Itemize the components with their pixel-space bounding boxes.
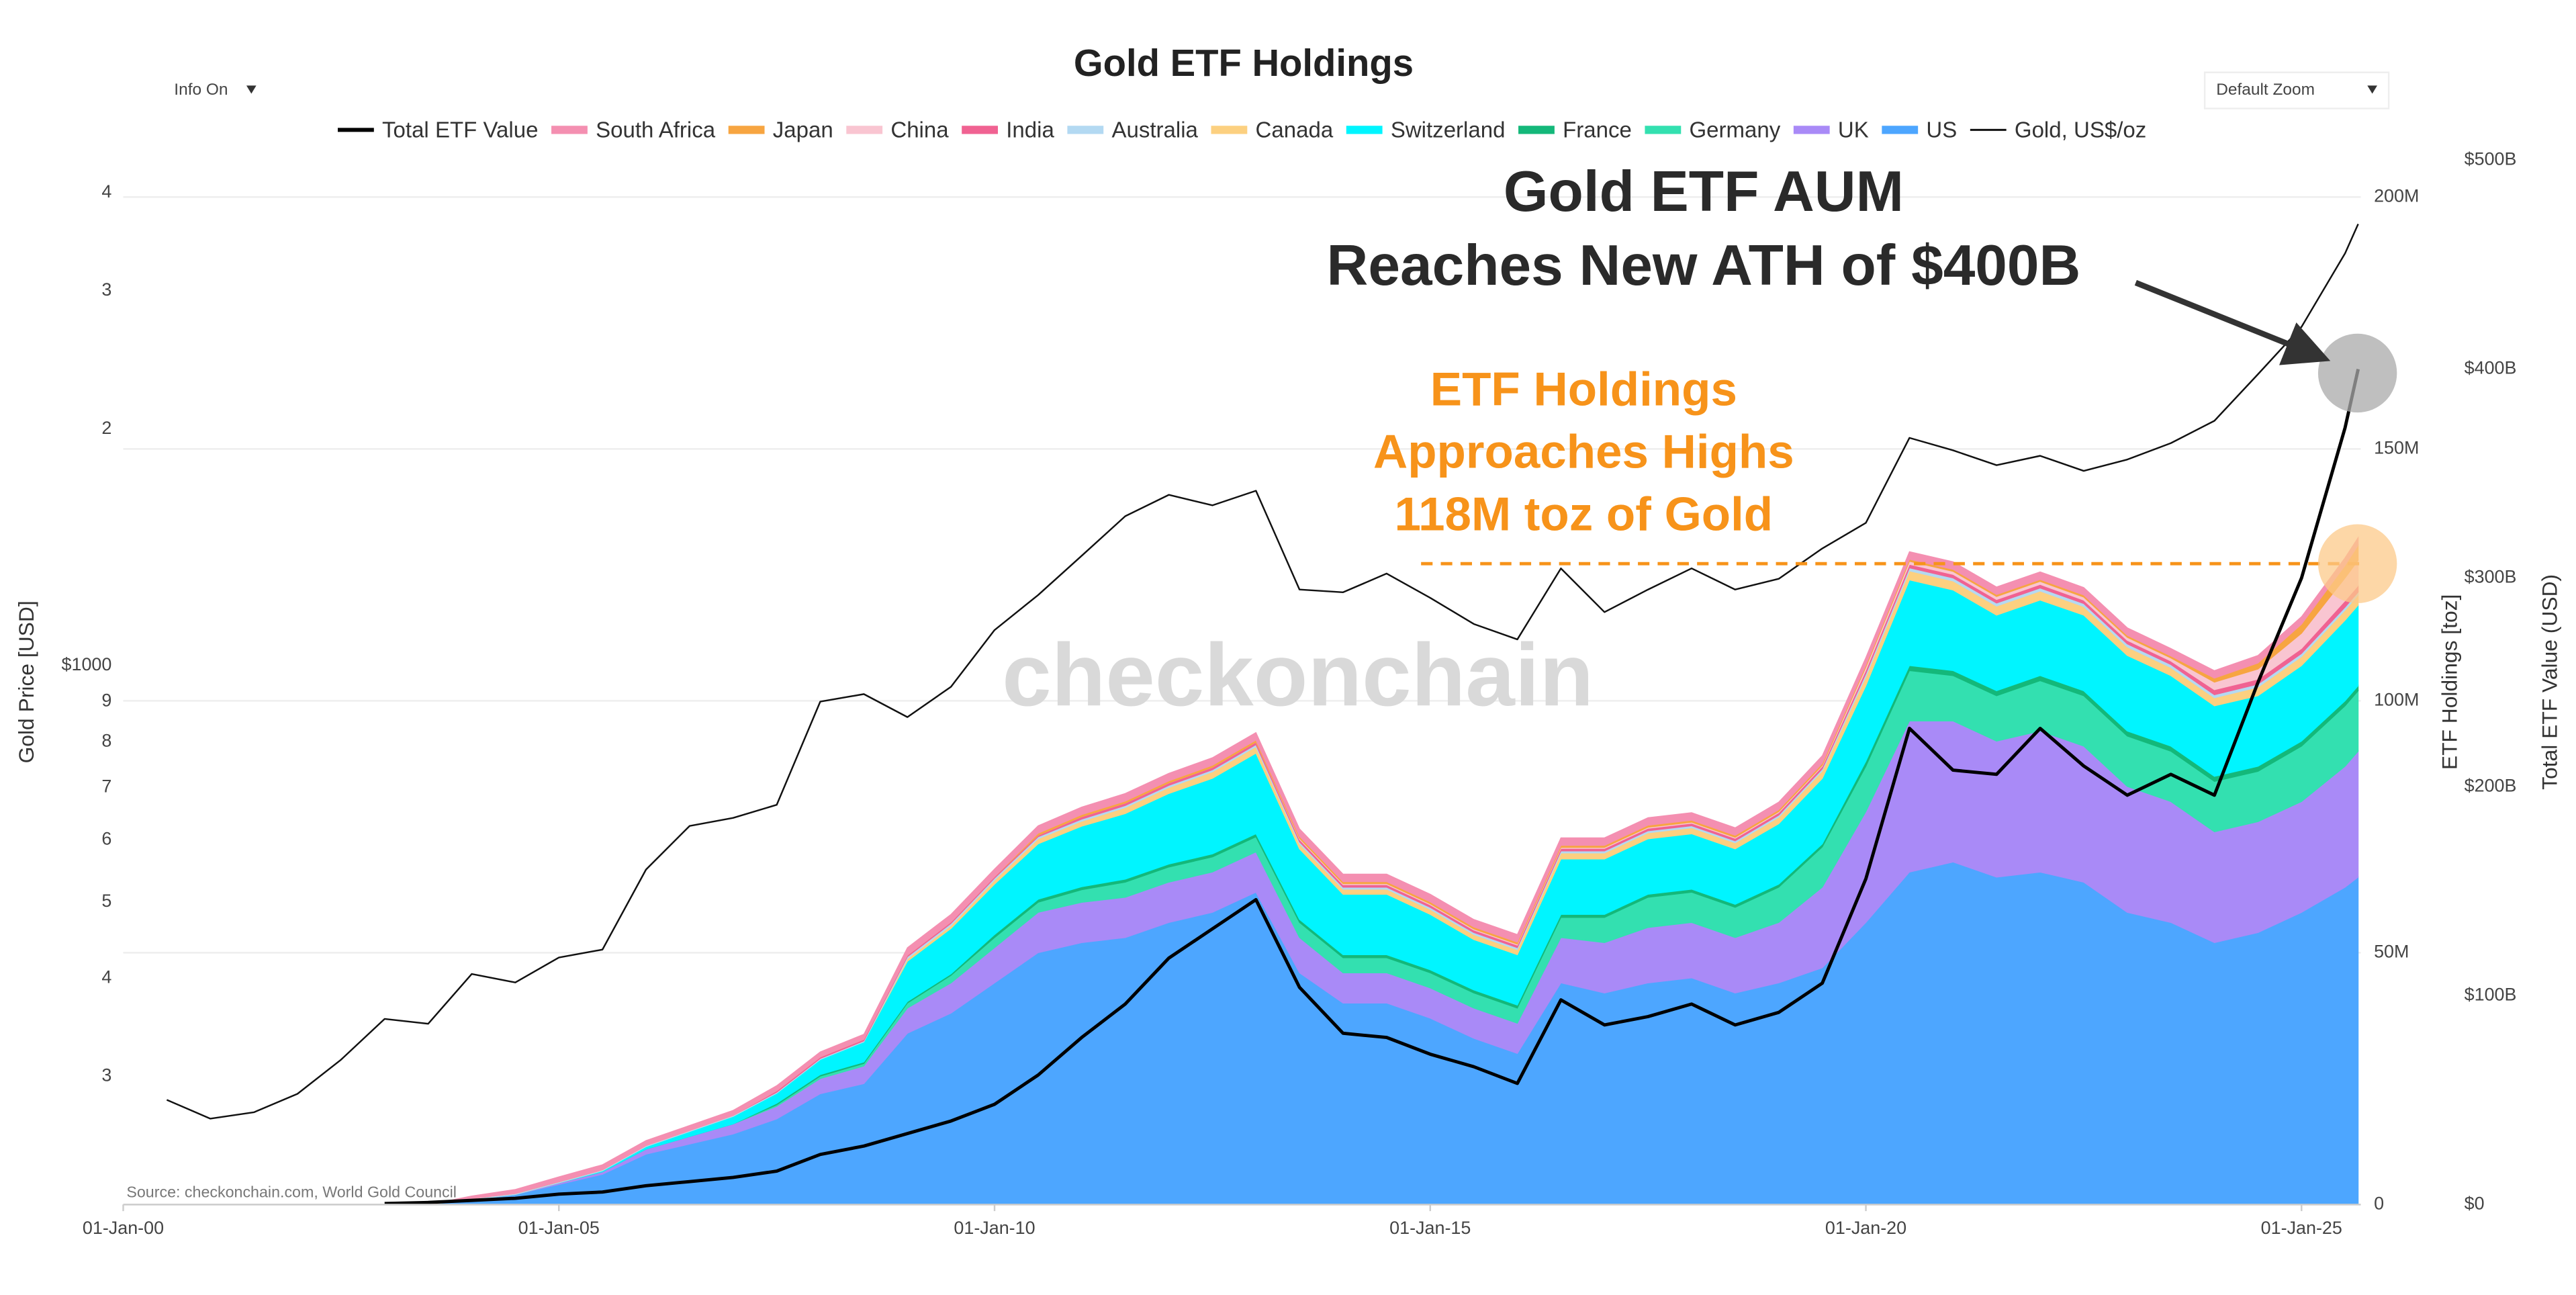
legend-item: Canada [1211, 118, 1334, 142]
y3-axis-title: Total ETF Value (USD) [2538, 574, 2562, 790]
highlight-circle [2317, 333, 2397, 413]
series-line [166, 224, 2359, 1120]
annotation-arrow [2134, 279, 2331, 365]
legend-item: Australia [1067, 118, 1199, 142]
y3-tick-label: $500B [2465, 149, 2517, 169]
legend-item: Total ETF Value [337, 118, 538, 142]
legend-label: Australia [1111, 118, 1198, 142]
y3-tick-label: $0 [2465, 1193, 2485, 1213]
legend-label: Canada [1256, 118, 1334, 142]
annotation-text: Reaches New ATH of $400B [1327, 233, 2081, 298]
dropdown-arrow[interactable] [2367, 85, 2377, 94]
y-tick-label: 2 [101, 418, 111, 438]
legend-item: Japan [728, 118, 833, 142]
legend-item: China [846, 118, 949, 142]
x-tick-label: 01-Jan-00 [83, 1218, 164, 1238]
x-tick-label: 01-Jan-20 [1825, 1218, 1906, 1238]
legend-label: South Africa [596, 118, 716, 142]
legend-item: Gold, US$/oz [1970, 118, 2146, 142]
y-tick-label: 6 [101, 829, 111, 849]
info-dropdown[interactable]: Info On [174, 81, 257, 99]
y2-axis-title: ETF Holdings [toz] [2437, 594, 2461, 770]
y-tick-label: 3 [101, 279, 111, 300]
highlight-circle [2317, 524, 2397, 603]
legend-label: Switzerland [1391, 118, 1506, 142]
y-tick-label: 8 [101, 730, 111, 750]
y-tick-label: 3 [101, 1065, 111, 1085]
legend: Total ETF Value South Africa Japan China Ind… [337, 118, 2146, 142]
dropdown-arrow[interactable] [246, 85, 257, 94]
y-tick-label: 9 [101, 690, 111, 711]
series-line [384, 369, 2360, 1206]
legend-label: Japan [773, 118, 833, 142]
y2-tick-label: 200M [2374, 185, 2419, 206]
y3-tick-label: $100B [2465, 985, 2517, 1005]
y3-tick-label: $400B [2465, 358, 2517, 378]
y2-tick-label: 100M [2374, 689, 2419, 709]
axis-layer: 01-Jan-00 01-Jan-05 01-Jan-10 01-Jan-15 01-J… [62, 149, 2517, 1238]
legend-item: South Africa [551, 118, 716, 142]
y-axis-title: Gold Price [USD] [14, 600, 38, 763]
annotation-text: 118M toz of Gold [1395, 488, 1774, 541]
zoom-dropdown[interactable]: Default Zoom [2203, 71, 2390, 109]
legend-item: Germany [1645, 118, 1781, 142]
x-tick-label: 01-Jan-15 [1389, 1218, 1471, 1238]
legend-label: UK [1838, 118, 1869, 142]
info-toggle-label[interactable]: Info On [174, 81, 228, 99]
annotation-text: ETF Holdings [1430, 363, 1737, 416]
legend-label: China [890, 118, 949, 142]
y3-tick-label: $300B [2465, 567, 2517, 587]
y2-tick-label: 0 [2374, 1193, 2384, 1213]
y-tick-label: 4 [101, 181, 111, 202]
x-tick-label: 01-Jan-05 [518, 1218, 600, 1238]
y-tick-label: $1000 [62, 654, 112, 674]
y-tick-label: 7 [101, 776, 111, 796]
line-layer [166, 224, 2360, 1206]
y2-tick-label: 150M [2374, 437, 2419, 457]
source-note: Source: checkonchain.com, World Gold Cou… [126, 1183, 457, 1200]
legend-label: India [1006, 118, 1054, 142]
legend-label: US [1926, 118, 1957, 142]
x-tick-label: 01-Jan-25 [2261, 1218, 2342, 1238]
y3-tick-label: $200B [2465, 776, 2517, 796]
legend-item: France [1518, 118, 1632, 142]
x-tick-label: 01-Jan-10 [954, 1218, 1035, 1238]
legend-label: Germany [1689, 118, 1780, 142]
legend-label: France [1563, 118, 1632, 142]
zoom-label[interactable]: Default Zoom [2216, 81, 2315, 99]
watermark: checkonchain [1002, 625, 1594, 724]
y-tick-label: 4 [101, 967, 111, 987]
chart-title: Gold ETF Holdings [1074, 42, 1414, 84]
legend-item: Switzerland [1346, 118, 1506, 142]
legend-label: Gold, US$/oz [2015, 118, 2146, 142]
dropdown-box[interactable] [2203, 71, 2390, 109]
legend-label: Total ETF Value [382, 118, 538, 142]
y2-tick-label: 50M [2374, 941, 2409, 961]
legend-item: US [1882, 118, 1957, 142]
annotation-text: Gold ETF AUM [1504, 159, 1904, 224]
y-tick-label: 5 [101, 891, 111, 911]
legend-item: UK [1793, 118, 1869, 142]
legend-item: India [962, 118, 1054, 142]
annotation-text: Approaches Highs [1373, 426, 1794, 479]
